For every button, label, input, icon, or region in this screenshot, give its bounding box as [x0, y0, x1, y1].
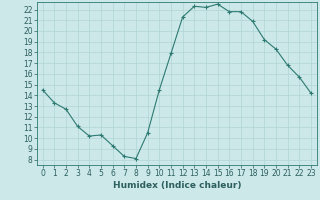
- X-axis label: Humidex (Indice chaleur): Humidex (Indice chaleur): [113, 181, 241, 190]
